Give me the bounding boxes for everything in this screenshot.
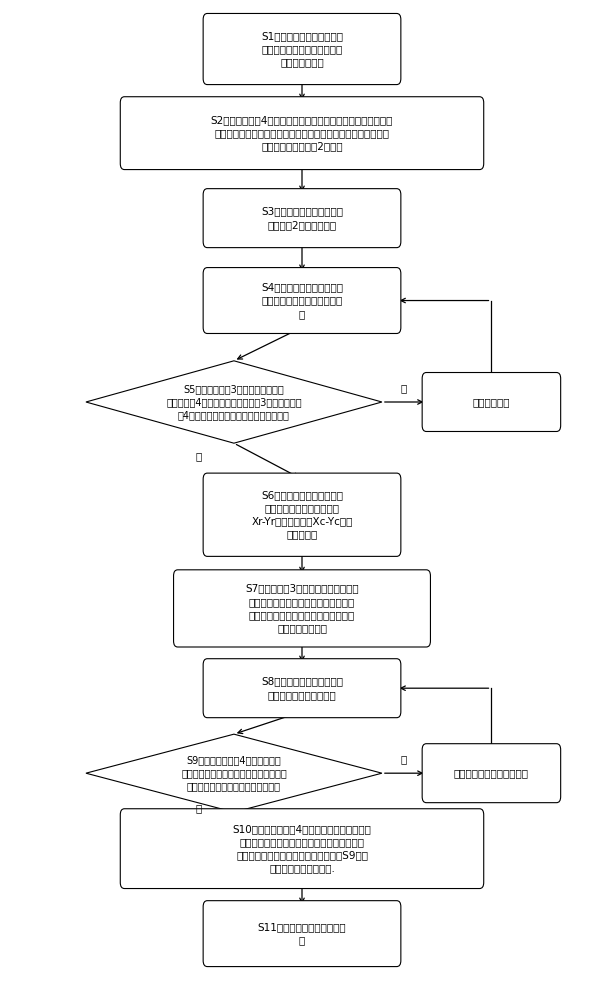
FancyBboxPatch shape xyxy=(203,901,401,967)
Text: 调节横摆角及平移距离数值: 调节横摆角及平移距离数值 xyxy=(454,768,529,778)
Text: S10、移动角反射器4到远、中、近至少三个不
同位置，且以远、中、近三个不同距离，每个
距离取左、中、右三个位置，重复步骤S9至不
同位置偏差均小于阈值.: S10、移动角反射器4到远、中、近至少三个不 同位置，且以远、中、近三个不同距离… xyxy=(233,824,371,873)
FancyBboxPatch shape xyxy=(422,373,561,431)
Text: 否: 否 xyxy=(401,755,407,765)
Text: S6、通过测量确定毫米波雷
达坐标，确定毫米波坐标系
Xr-Yr向相机坐标系Xc-Yc的初
始投影外参: S6、通过测量确定毫米波雷 达坐标，确定毫米波坐标系 Xr-Yr向相机坐标系Xc… xyxy=(251,490,353,540)
FancyBboxPatch shape xyxy=(203,189,401,248)
FancyBboxPatch shape xyxy=(120,97,484,170)
Text: S4、调节毫米波雷达使之底
面平行于地面且侧面垂直于地
面: S4、调节毫米波雷达使之底 面平行于地面且侧面垂直于地 面 xyxy=(261,282,343,319)
Text: S3、利用针孔相机模型对双
目摄像头2内参进行标定: S3、利用针孔相机模型对双 目摄像头2内参进行标定 xyxy=(261,207,343,230)
Text: S9、计算角反射器4在像平面中成
像位置与其雷达检测点在像平面上投影位
置的偏差，并判断偏差是否小于阈值: S9、计算角反射器4在像平面中成 像位置与其雷达检测点在像平面上投影位 置的偏差… xyxy=(181,755,287,791)
Text: S1、将摄像头和雷达组安装
至运动平台，并将运动平台放
置于空旷平坦处: S1、将摄像头和雷达组安装 至运动平台，并将运动平台放 置于空旷平坦处 xyxy=(261,31,343,67)
FancyBboxPatch shape xyxy=(203,473,401,556)
Polygon shape xyxy=(86,734,382,812)
Text: S11、输出相机内参矩阵和外
参: S11、输出相机内参矩阵和外 参 xyxy=(258,922,346,945)
FancyBboxPatch shape xyxy=(120,809,484,889)
Polygon shape xyxy=(86,361,382,443)
FancyBboxPatch shape xyxy=(203,268,401,333)
Text: 微调雷达角度: 微调雷达角度 xyxy=(473,397,510,407)
Text: S5、测量雷达组3在地面的投影位置
与角反射器4之间距离，并与雷达组3测得的角反射
器4距离进行对比，所得偏差是否小于阈值: S5、测量雷达组3在地面的投影位置 与角反射器4之间距离，并与雷达组3测得的角反… xyxy=(166,384,302,420)
FancyBboxPatch shape xyxy=(422,744,561,803)
Text: 否: 否 xyxy=(401,383,407,393)
Text: S2、将角反射器4放置与毫米波雷达正前方，使其与车头正对，
调节其高度使反射器与毫米波雷达大致同高，调节反射器远近使
之可以出现在摄像头2图像中: S2、将角反射器4放置与毫米波雷达正前方，使其与车头正对， 调节其高度使反射器与… xyxy=(211,115,393,151)
FancyBboxPatch shape xyxy=(173,570,431,647)
Text: S7、将雷达组3测量得到的角反射器目
标点通过初始投影外参和相机内参投影
到像平面上，计算雷达测量点在相机坐
标系下的投影关系: S7、将雷达组3测量得到的角反射器目 标点通过初始投影外参和相机内参投影 到像平… xyxy=(245,584,359,633)
FancyBboxPatch shape xyxy=(203,13,401,85)
Text: 是: 是 xyxy=(195,803,202,813)
Text: S8、将相机坐标系下的角反
射器目标点向像平面投影: S8、将相机坐标系下的角反 射器目标点向像平面投影 xyxy=(261,677,343,700)
FancyBboxPatch shape xyxy=(203,659,401,718)
Text: 是: 是 xyxy=(195,451,202,461)
